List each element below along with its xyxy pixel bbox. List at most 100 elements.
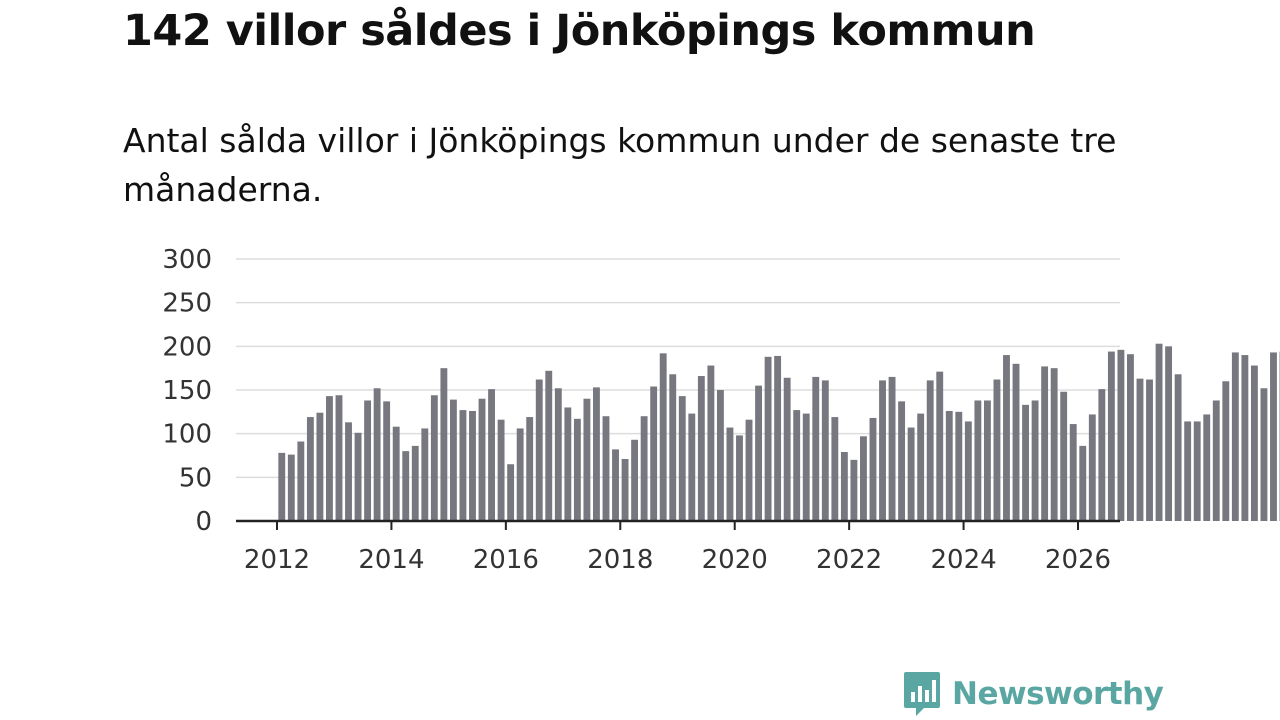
bar [1050, 368, 1058, 521]
bar [869, 417, 877, 521]
bar [793, 410, 801, 521]
bar [593, 387, 600, 521]
bar [1241, 355, 1249, 521]
bar [774, 355, 782, 521]
bar [1136, 378, 1144, 521]
bar [736, 435, 743, 521]
page-subtitle: Antal sålda villor i Jönköpings kommun u… [123, 121, 1117, 209]
bar [1184, 421, 1192, 521]
bar [1003, 355, 1010, 521]
bar [526, 417, 534, 521]
bar [983, 400, 991, 521]
x-tick-label: 2014 [358, 545, 424, 575]
bar [1155, 343, 1163, 521]
bar [373, 388, 381, 521]
axes: 0 50 100 150 200 250 300 2012 2014 2016 2018 2020 20… [162, 245, 1120, 575]
bar [907, 427, 915, 521]
bar [345, 422, 352, 521]
bar [1012, 363, 1020, 521]
bar [812, 376, 820, 521]
bar [287, 454, 295, 521]
x-tick-label: 2022 [816, 545, 882, 575]
bar [936, 371, 944, 521]
bar [640, 416, 648, 521]
bar [1260, 388, 1268, 521]
bar [669, 374, 677, 521]
bar [278, 452, 286, 521]
x-tick-label: 2018 [587, 545, 653, 575]
bar [1079, 445, 1087, 521]
bar [507, 464, 515, 521]
x-tick-label: 2012 [244, 545, 310, 575]
bar [964, 421, 972, 521]
bar [364, 400, 372, 521]
bar [564, 407, 572, 521]
bar [602, 416, 610, 521]
bar [726, 427, 734, 521]
bar [974, 400, 982, 521]
bar [821, 380, 829, 521]
bar [1193, 421, 1201, 521]
bar [917, 413, 925, 521]
bar [1107, 351, 1115, 521]
bar [850, 459, 858, 521]
bar [993, 379, 1001, 521]
bar [1022, 404, 1029, 521]
bar [1098, 389, 1106, 521]
x-tick-label: 2024 [930, 545, 996, 575]
page-title: 142 villor såldes i Jönköpings kommun [123, 6, 1036, 56]
bar [497, 419, 505, 521]
bar [411, 445, 419, 521]
bar [421, 428, 429, 521]
bar [554, 388, 562, 521]
bar [545, 370, 553, 521]
bar [488, 389, 495, 521]
bar [783, 377, 791, 521]
bar [392, 426, 400, 521]
y-tick-label: 50 [179, 463, 212, 493]
bar [1031, 400, 1039, 521]
bar [449, 399, 457, 521]
bar [402, 451, 410, 521]
y-tick-label: 0 [195, 507, 212, 537]
bar [631, 439, 639, 521]
bar [860, 436, 867, 521]
bar [688, 413, 696, 521]
x-tick-label: 2016 [473, 545, 539, 575]
bar [945, 410, 953, 521]
bar [707, 365, 715, 521]
bar [888, 376, 896, 521]
bar [879, 380, 886, 521]
bar [659, 353, 667, 521]
bar [1117, 349, 1125, 521]
bar [583, 398, 591, 521]
bar [354, 432, 362, 521]
bar [478, 398, 486, 521]
bar [926, 380, 934, 521]
bar [1146, 379, 1153, 521]
newsworthy-logo-icon [904, 672, 940, 716]
bar [745, 419, 753, 521]
bar [516, 428, 524, 521]
bar [802, 413, 810, 521]
bar [1212, 400, 1220, 521]
bar [1270, 352, 1277, 521]
y-tick-label: 250 [162, 289, 212, 319]
x-tick-label: 2020 [702, 545, 768, 575]
bar [612, 449, 619, 521]
y-tick-label: 300 [162, 245, 212, 275]
bar [650, 386, 658, 521]
bar [678, 396, 686, 521]
bar [430, 395, 438, 521]
x-tick-label: 2026 [1045, 545, 1111, 575]
bar [1088, 414, 1096, 521]
brand-name: Newsworthy [952, 676, 1164, 712]
bar [535, 379, 543, 521]
bar [716, 390, 724, 521]
bar [459, 410, 467, 521]
bar [383, 401, 391, 521]
bar [440, 368, 448, 521]
bar [1250, 365, 1258, 521]
bar [316, 412, 324, 521]
